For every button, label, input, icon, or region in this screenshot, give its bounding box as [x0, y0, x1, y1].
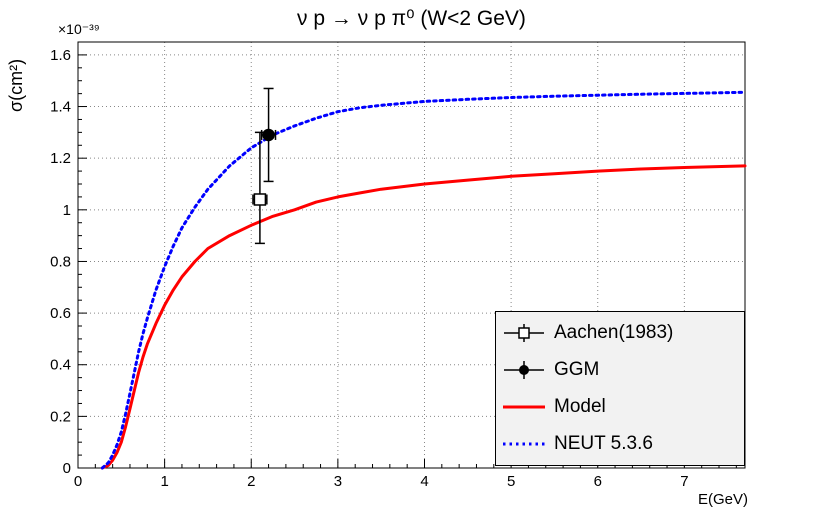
datapoint-ggm — [260, 87, 277, 183]
svg-text:1.4: 1.4 — [50, 99, 71, 116]
legend-item-ggm: GGM — [496, 352, 744, 388]
series-line-neut-5-3-6 — [100, 90, 747, 470]
legend: Aachen(1983) GGM Model NEUT 5.3.6 — [495, 311, 745, 466]
axis-tick-labels: 0 1 2 3 4 5 6 7 0 0.2 0.4 0.6 0.8 1 1.2 1.4 1.6 — [50, 47, 688, 490]
svg-text:1.6: 1.6 — [50, 47, 71, 64]
svg-text:0.4: 0.4 — [50, 357, 71, 374]
svg-text:1: 1 — [63, 202, 71, 219]
axis-titles: ×10⁻³⁹ σ(cm²) E(GeV) — [6, 21, 748, 508]
y-axis-label: σ(cm²) — [6, 59, 26, 112]
y-axis-exponent: ×10⁻³⁹ — [58, 21, 100, 37]
legend-label: NEUT 5.3.6 — [554, 433, 653, 455]
svg-text:2: 2 — [247, 473, 255, 490]
legend-item-aachen-1983-: Aachen(1983) — [496, 315, 744, 351]
legend-marker-open-square-icon — [500, 322, 548, 344]
legend-label: Model — [554, 396, 606, 418]
svg-text:0.6: 0.6 — [50, 305, 71, 322]
svg-text:1.2: 1.2 — [50, 150, 71, 167]
svg-text:3: 3 — [334, 473, 342, 490]
datapoint-aachen-1983- — [252, 131, 268, 245]
series-line-model — [100, 164, 747, 470]
legend-label: GGM — [554, 358, 600, 380]
svg-text:0.2: 0.2 — [50, 408, 71, 425]
legend-item-model: Model — [496, 389, 744, 425]
svg-text:0: 0 — [74, 473, 82, 490]
svg-text:0: 0 — [63, 460, 71, 477]
legend-label: Aachen(1983) — [554, 321, 674, 343]
plot-frame — [77, 41, 746, 469]
chart-title: ν p → ν p π⁰ (W<2 GeV) — [297, 7, 526, 30]
svg-text:1: 1 — [160, 473, 168, 490]
legend-marker-dotted-line-icon — [500, 433, 548, 455]
svg-text:5: 5 — [507, 473, 515, 490]
x-axis-label: E(GeV) — [698, 491, 748, 508]
legend-item-neut-5-3-6: NEUT 5.3.6 — [496, 426, 744, 462]
gridlines — [78, 42, 745, 468]
svg-text:4: 4 — [420, 473, 428, 490]
legend-marker-filled-circle-icon — [500, 359, 548, 381]
legend-marker-solid-line-icon — [500, 396, 548, 418]
svg-text:6: 6 — [594, 473, 602, 490]
svg-text:7: 7 — [680, 473, 688, 490]
svg-text:0.8: 0.8 — [50, 253, 71, 270]
